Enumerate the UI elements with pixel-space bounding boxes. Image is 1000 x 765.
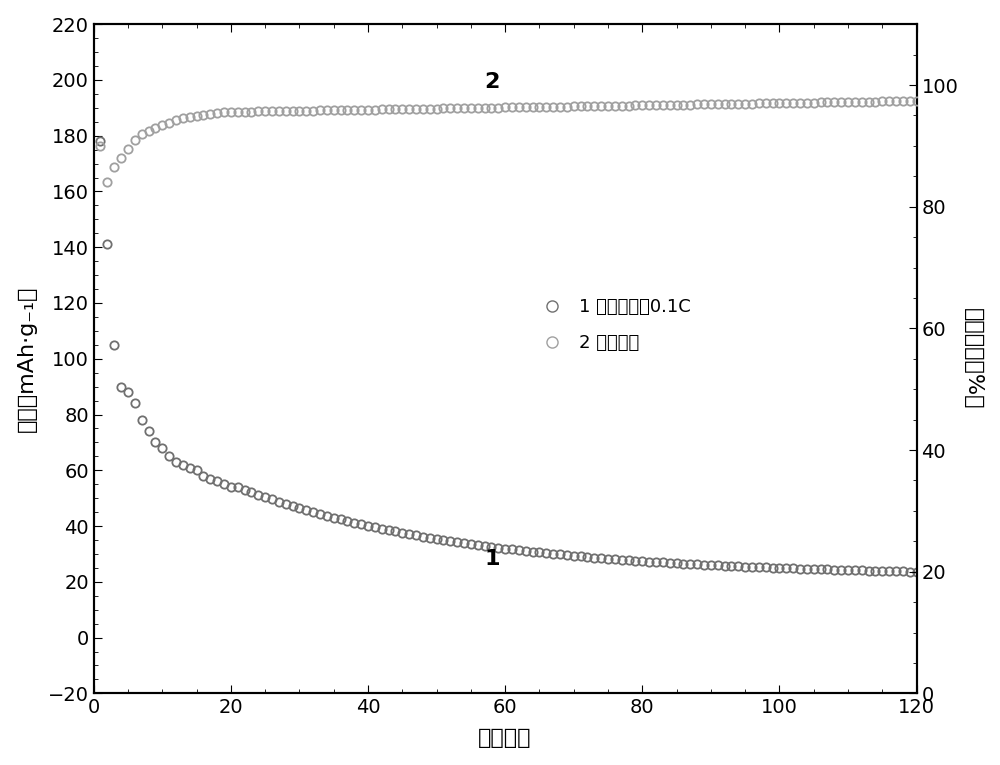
Y-axis label: 容量（mAh·g₋₁）: 容量（mAh·g₋₁） [17,285,37,432]
Y-axis label: 库伦效率（%）: 库伦效率（%） [963,308,983,409]
Text: 2: 2 [485,73,500,93]
Legend: 1 放电容量，0.1C, 2 库伦效率: 1 放电容量，0.1C, 2 库伦效率 [526,291,698,360]
Text: 1: 1 [485,549,500,569]
X-axis label: 循环次数: 循环次数 [478,728,532,748]
